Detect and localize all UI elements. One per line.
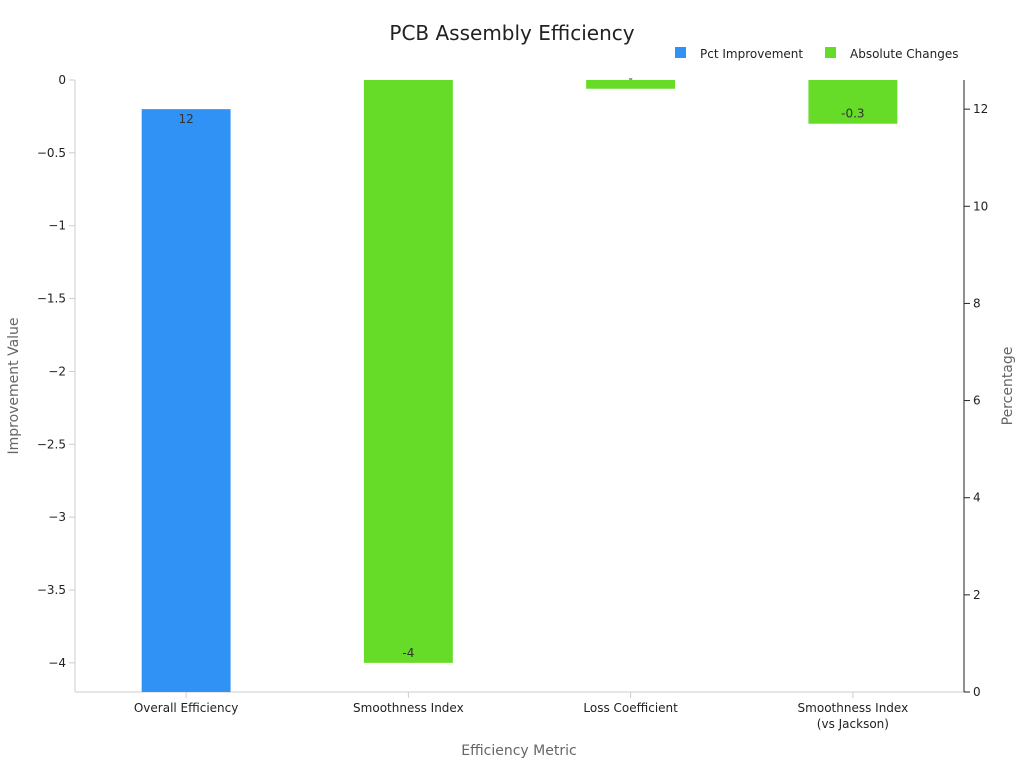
bar-value-label: - bbox=[628, 72, 632, 86]
y-right-tick-label: 8 bbox=[973, 296, 981, 310]
x-tick-label: Overall Efficiency bbox=[134, 701, 239, 715]
y-right-tick-label: 0 bbox=[973, 685, 981, 699]
legend-label: Absolute Changes bbox=[850, 47, 958, 61]
y-right-tick-label: 6 bbox=[973, 394, 981, 408]
bar-value-label: -0.3 bbox=[841, 107, 864, 121]
y-left-ticks: 0 −0.5 −1 −1.5 −2 −2.5 −3 −3.5 −4 bbox=[37, 73, 75, 670]
bar bbox=[363, 80, 453, 663]
y-right-tick-label: 12 bbox=[973, 102, 988, 116]
y-left-tick-label: 0 bbox=[58, 73, 66, 87]
bar-value-label: -4 bbox=[402, 646, 414, 660]
x-tick-label: Smoothness Index bbox=[353, 701, 464, 715]
chart-title: PCB Assembly Efficiency bbox=[389, 21, 634, 45]
bar bbox=[586, 80, 676, 89]
bar bbox=[141, 109, 231, 692]
x-axis-label: Efficiency Metric bbox=[461, 743, 576, 759]
y-left-tick-label: −3 bbox=[48, 510, 66, 524]
bar-value-label: 12 bbox=[178, 112, 193, 126]
y-left-tick-label: −3.5 bbox=[37, 583, 66, 597]
y-left-tick-label: −2.5 bbox=[37, 437, 66, 451]
bar bbox=[808, 80, 898, 124]
y-right-ticks: 0 2 4 6 8 10 12 bbox=[964, 102, 988, 699]
legend-label: Pct Improvement bbox=[700, 47, 803, 61]
legend: Pct Improvement Absolute Changes bbox=[675, 47, 958, 61]
legend-swatch bbox=[675, 47, 686, 58]
y-left-tick-label: −1 bbox=[48, 219, 66, 233]
bars bbox=[141, 80, 898, 692]
data-labels: 12 -4 - -0.3 bbox=[178, 72, 864, 660]
y-axis-right-label: Percentage bbox=[1000, 347, 1016, 426]
x-tick-label: Smoothness Index (vs Jackson) bbox=[798, 701, 909, 731]
y-right-tick-label: 10 bbox=[973, 199, 988, 213]
y-right-tick-label: 2 bbox=[973, 588, 981, 602]
x-ticks: Overall Efficiency Smoothness Index Loss C… bbox=[134, 692, 908, 731]
y-left-tick-label: −2 bbox=[48, 364, 66, 378]
y-left-tick-label: −4 bbox=[48, 656, 66, 670]
legend-swatch bbox=[825, 47, 836, 58]
y-right-tick-label: 4 bbox=[973, 491, 981, 505]
y-axis-left-label: Improvement Value bbox=[6, 317, 22, 454]
y-left-tick-label: −0.5 bbox=[37, 146, 66, 160]
y-left-tick-label: −1.5 bbox=[37, 292, 66, 306]
x-tick-label: Loss Coefficient bbox=[583, 701, 678, 715]
